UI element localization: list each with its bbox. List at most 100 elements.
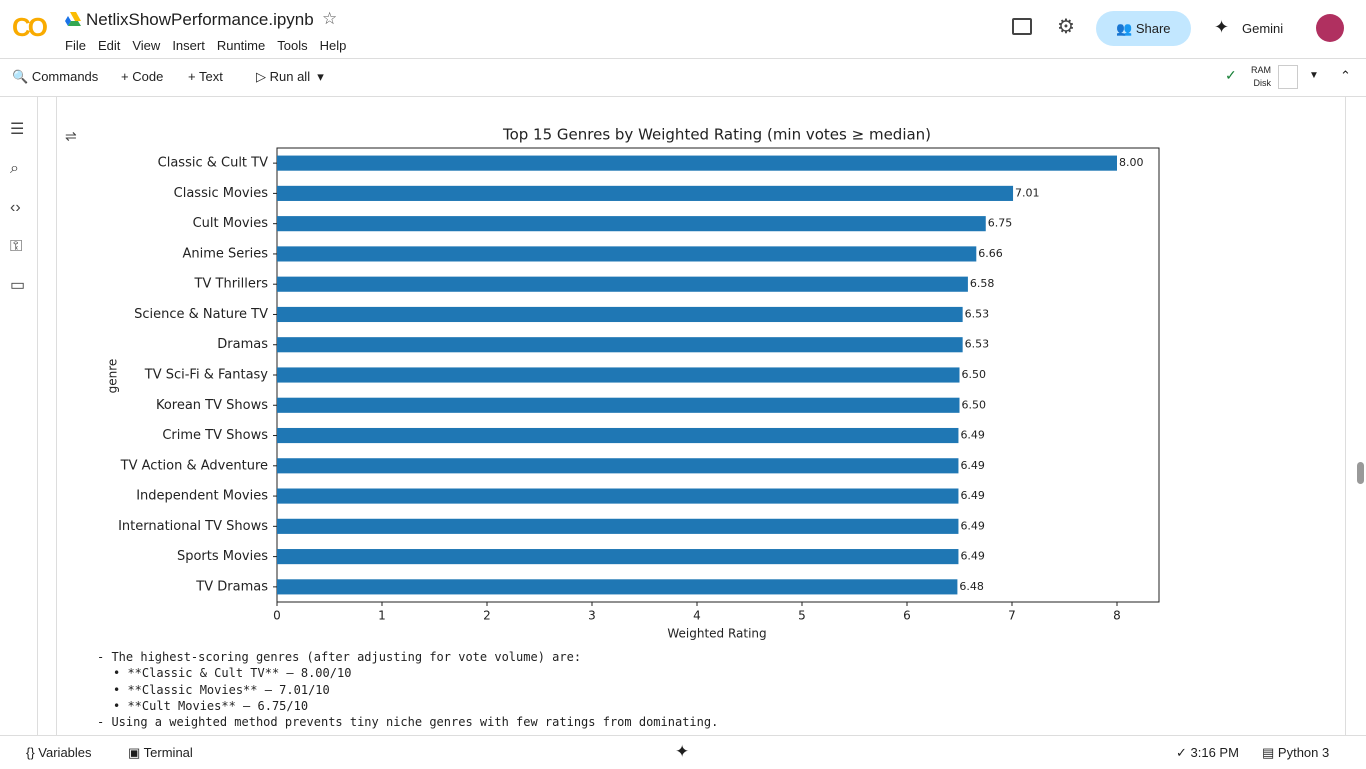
value-label: 6.49 — [960, 429, 985, 442]
value-label: 6.49 — [960, 489, 985, 502]
y-tick-label: TV Thrillers — [194, 277, 269, 292]
value-label: 6.49 — [960, 550, 985, 563]
bar — [277, 185, 1014, 201]
output-toggle[interactable]: ⇌ — [65, 128, 77, 144]
execution-status[interactable]: ✓ 3:16 PM — [1176, 745, 1239, 760]
ram-label: RAM — [1251, 65, 1271, 75]
add-code-button[interactable]: + Code — [121, 69, 164, 84]
code-label: Code — [132, 69, 164, 84]
text-label: Text — [198, 69, 223, 84]
disk-label: Disk — [1253, 78, 1272, 88]
gemini-icon[interactable]: ✦ — [1214, 17, 1230, 37]
scrollbar-thumb[interactable] — [1357, 462, 1364, 484]
value-label: 6.50 — [962, 398, 987, 411]
gemini-button[interactable]: Gemini — [1242, 21, 1284, 36]
runtime-label: Python 3 — [1277, 745, 1330, 760]
bar — [277, 276, 968, 292]
y-tick-label: TV Dramas — [195, 579, 268, 594]
x-axis-label: Weighted Rating — [667, 627, 766, 641]
avatar[interactable] — [1316, 14, 1344, 42]
x-tick-label: 4 — [693, 609, 701, 623]
commands-label: Commands — [31, 69, 99, 84]
y-tick-label: Cult Movies — [193, 216, 269, 231]
output-line: - The highest-scoring genres (after adju… — [97, 650, 582, 664]
sidebar — [0, 96, 38, 735]
sidebar-icons[interactable]: ☰ ⌕ ‹› ⚿ ▭ — [10, 121, 26, 294]
value-label: 6.53 — [965, 307, 990, 320]
bar — [277, 427, 959, 444]
x-tick-label: 6 — [903, 609, 911, 623]
resource-bars — [1278, 65, 1298, 89]
y-tick-label: Anime Series — [182, 246, 268, 261]
output-line: - Using a weighted method prevents tiny … — [97, 715, 719, 729]
menu-item[interactable]: File — [65, 38, 86, 53]
y-tick-label: Classic & Cult TV — [158, 156, 268, 171]
status-bar: {} Variables ▣ Terminal ✦ ✓ 3:16 PM ▤ Py… — [0, 735, 1366, 769]
menu-item[interactable]: View — [132, 38, 161, 53]
value-label: 6.48 — [959, 580, 984, 593]
value-label: 6.66 — [978, 247, 1003, 260]
y-tick-label: Science & Nature TV — [134, 307, 268, 322]
menu-item[interactable]: Insert — [172, 38, 205, 53]
value-label: 6.50 — [962, 368, 987, 381]
y-tick-label: Korean TV Shows — [156, 398, 268, 413]
output-line: • **Cult Movies** — 6.75/10 — [113, 699, 309, 713]
connected-check: ✓ — [1225, 67, 1237, 83]
resources-dropdown[interactable]: ▼ — [1309, 70, 1319, 81]
resources-indicator[interactable]: RAM Disk — [1251, 64, 1271, 90]
output-line: • **Classic Movies** — 7.01/10 — [113, 683, 330, 697]
collapse-button[interactable]: ⌃ — [1340, 68, 1351, 83]
bar — [277, 155, 1117, 171]
y-tick-label: TV Sci-Fi & Fantasy — [144, 368, 269, 383]
bar — [277, 367, 960, 383]
runtime-status[interactable]: ▤ Python 3 — [1262, 745, 1330, 760]
menu-bar: File Edit View Insert Runtime Tools Help — [65, 37, 358, 55]
bar — [277, 216, 986, 232]
variables-button[interactable]: {} Variables — [26, 745, 92, 760]
run-all-button[interactable]: ▷ Run all ▾ — [256, 69, 324, 84]
comments-icon[interactable] — [1012, 18, 1032, 35]
y-tick-label: International TV Shows — [118, 519, 268, 534]
colab-logo[interactable]: CO — [12, 12, 48, 42]
bar — [277, 337, 963, 353]
bar — [277, 458, 959, 474]
bar — [277, 518, 959, 534]
bar — [277, 397, 960, 413]
value-label: 6.49 — [960, 519, 985, 532]
x-tick-label: 0 — [273, 609, 281, 623]
y-tick-label: Classic Movies — [174, 186, 269, 201]
bar — [277, 579, 958, 595]
gemini-status-icon[interactable]: ✦ — [675, 742, 690, 761]
share-label: Share — [1135, 21, 1171, 36]
scrollbar-track — [1345, 96, 1346, 735]
menu-item[interactable]: Edit — [97, 38, 121, 53]
cell-border — [56, 96, 57, 735]
time-label: 3:16 PM — [1190, 745, 1239, 760]
y-tick-label: Independent Movies — [136, 489, 268, 504]
menu-item[interactable]: Help — [319, 38, 347, 53]
menu-item[interactable]: Tools — [277, 38, 308, 53]
share-button[interactable]: 👥 Share — [1096, 11, 1191, 46]
x-tick-label: 2 — [483, 609, 491, 623]
star-icon[interactable]: ☆ — [322, 9, 338, 28]
x-tick-label: 3 — [588, 609, 596, 623]
bar — [277, 306, 963, 323]
bar — [277, 246, 977, 262]
y-tick-label: Dramas — [217, 337, 268, 352]
y-tick-label: Sports Movies — [177, 549, 268, 564]
variables-label: Variables — [38, 745, 92, 760]
commands-button[interactable]: 🔍 Commands — [12, 69, 99, 84]
y-axis-label: genre — [106, 359, 120, 394]
terminal-button[interactable]: ▣ Terminal — [128, 745, 193, 760]
y-tick-label: TV Action & Adventure — [120, 458, 268, 473]
menu-item[interactable]: Runtime — [216, 38, 266, 53]
settings-icon[interactable]: ⚙ — [1057, 16, 1075, 38]
bar — [277, 549, 959, 565]
value-label: 6.75 — [988, 217, 1013, 230]
notebook-title[interactable]: NetlixShowPerformance.ipynb — [86, 10, 314, 29]
value-label: 6.53 — [965, 338, 990, 351]
add-text-button[interactable]: + Text — [188, 69, 223, 84]
output-line: • **Classic & Cult TV** — 8.00/10 — [113, 666, 352, 680]
x-tick-label: 5 — [798, 609, 806, 623]
run-all-label: Run all — [269, 69, 311, 84]
